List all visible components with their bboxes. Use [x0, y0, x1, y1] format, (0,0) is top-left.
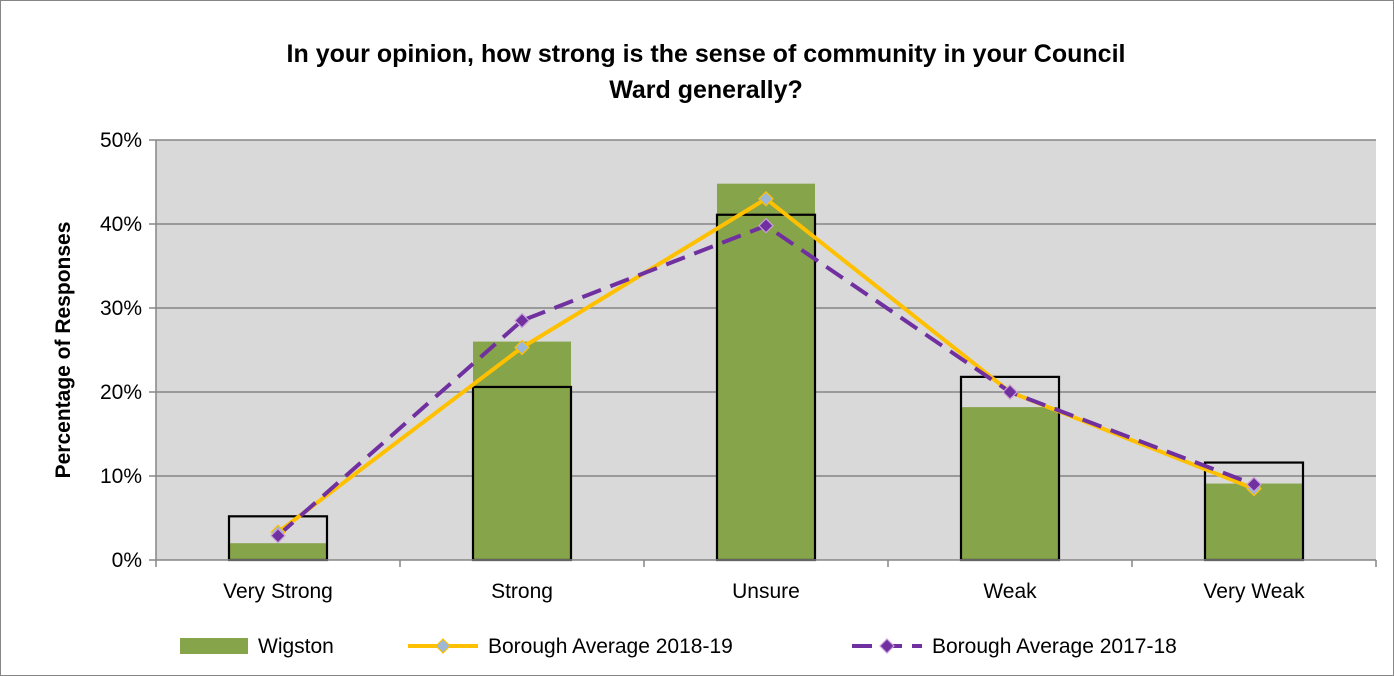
- chart-title-line-2: Ward generally?: [609, 76, 803, 104]
- bar-wigston: [473, 341, 571, 560]
- marker-borough-2018-19: [758, 190, 774, 207]
- y-tick-label: 20%: [100, 381, 142, 404]
- legend-swatch-wigston: [180, 638, 248, 654]
- y-tick-label: 0%: [112, 549, 142, 572]
- bars-wigston: [229, 183, 1303, 560]
- x-tick-label: Strong: [491, 580, 553, 603]
- bar-wigston: [717, 183, 815, 560]
- y-tick-label: 40%: [100, 213, 142, 236]
- legend-marker-2018-19: [435, 638, 451, 654]
- legend-marker-2017-18: [879, 638, 895, 654]
- legend-label-wigston: Wigston: [258, 635, 334, 658]
- series-lines: [270, 190, 1262, 544]
- y-axis-title: Percentage of Responses: [52, 222, 75, 479]
- x-tick-label: Very Weak: [1203, 580, 1305, 603]
- x-tick-label: Unsure: [732, 580, 800, 603]
- marker-borough-2017-18: [758, 217, 774, 234]
- bar-wigston: [961, 407, 1059, 560]
- tick-labels: 0% 10% 20% 30% 40% 50% Very Strong Strong Unsure…: [100, 129, 1305, 603]
- marker-borough-2017-18: [514, 312, 530, 329]
- chart-title-line-1: In your opinion, how strong is the sense…: [287, 40, 1126, 68]
- marker-borough-2017-18: [1246, 476, 1262, 493]
- bar-wigston: [229, 543, 327, 560]
- legend: Wigston Borough Average 2018-19 Borough Av…: [180, 635, 1177, 658]
- legend-label-2017-18: Borough Average 2017-18: [932, 635, 1177, 658]
- y-tick-label: 30%: [100, 297, 142, 320]
- legend-label-2018-19: Borough Average 2018-19: [488, 635, 733, 658]
- marker-borough-2017-18: [270, 527, 286, 544]
- marker-borough-2018-19: [514, 339, 530, 356]
- axes: [149, 139, 1377, 567]
- x-tick-label: Very Strong: [223, 580, 333, 603]
- marker-borough-2017-18: [1002, 384, 1018, 400]
- y-tick-label: 50%: [100, 129, 142, 152]
- x-tick-label: Weak: [983, 580, 1037, 603]
- y-tick-label: 10%: [100, 465, 142, 488]
